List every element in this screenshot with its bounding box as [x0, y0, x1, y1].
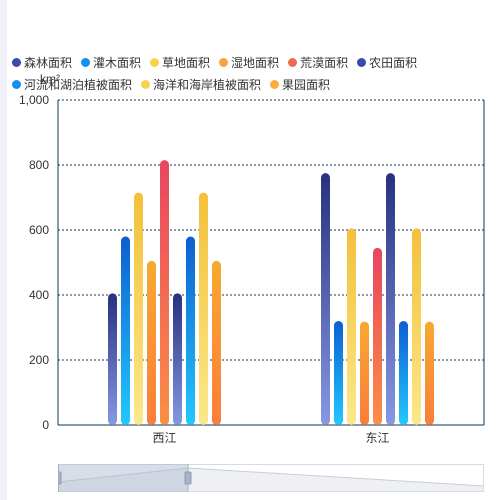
legend-label: 灌木面积 [93, 55, 142, 70]
legend-label: 森林面积 [24, 55, 73, 70]
legend-dot-icon [219, 57, 229, 67]
legend-label: 河流和湖泊植被面积 [24, 77, 133, 92]
grid-lines [58, 99, 484, 361]
legend-item[interactable]: 荒漠面积 [288, 54, 348, 71]
bar[interactable] [321, 173, 330, 425]
zoom-handle-left[interactable] [58, 471, 62, 485]
bar[interactable] [212, 260, 221, 425]
legend-dot-icon [270, 79, 280, 89]
legend-dot-icon [288, 57, 298, 67]
bar[interactable] [199, 192, 208, 425]
bar[interactable] [373, 247, 382, 425]
bar[interactable] [121, 236, 130, 426]
legend-dot-icon [150, 57, 160, 67]
y-tick-label: 400 [29, 288, 49, 302]
zoom-preview-shape [58, 467, 484, 492]
axes [57, 100, 485, 426]
legend-dot-icon [81, 57, 91, 67]
data-zoom-slider[interactable] [58, 464, 484, 492]
bar[interactable] [134, 192, 143, 425]
x-tick-label: 东江 [365, 431, 389, 445]
bar[interactable] [360, 321, 369, 425]
bar[interactable] [147, 260, 156, 425]
legend: 森林面积 灌木面积 草地面积 湿地面积 荒漠面积 农田面积 河流和湖泊植被面积 海洋和海岸植… [12, 52, 492, 96]
legend-item[interactable]: 农田面积 [357, 54, 417, 71]
legend-label: 湿地面积 [231, 55, 280, 70]
bar[interactable] [425, 321, 434, 425]
legend-dot-icon [12, 57, 21, 67]
bars [108, 160, 434, 425]
legend-item[interactable]: 海洋和海岸植被面积 [141, 76, 261, 93]
legend-item[interactable]: 灌木面积 [81, 54, 141, 71]
bar[interactable] [160, 160, 169, 425]
bar[interactable] [334, 321, 343, 425]
y-tick-label: 0 [42, 418, 49, 432]
y-tick-label: 800 [29, 158, 49, 172]
legend-row: 森林面积 灌木面积 草地面积 湿地面积 荒漠面积 农田面积 [12, 52, 492, 72]
x-tick-label: 西江 [152, 431, 176, 445]
left-edge-strip [0, 0, 7, 500]
y-axis-unit: km² [40, 72, 60, 86]
legend-label: 海洋和海岸植被面积 [153, 77, 262, 92]
bar[interactable] [173, 293, 182, 425]
legend-label: 草地面积 [162, 55, 211, 70]
bar[interactable] [386, 173, 395, 425]
legend-label: 荒漠面积 [300, 55, 349, 70]
bar[interactable] [412, 228, 421, 425]
bar[interactable] [108, 293, 117, 425]
y-tick-label: 1,000 [19, 93, 49, 107]
bar[interactable] [347, 228, 356, 425]
y-tick-label: 600 [29, 223, 49, 237]
tick-labels: 0 200 400 600 800 1,000 西江 东江 [19, 93, 390, 445]
zoom-selected-window[interactable] [58, 464, 188, 492]
zoom-handle-right[interactable] [184, 471, 192, 485]
legend-label: 农田面积 [369, 55, 418, 70]
legend-item[interactable]: 河流和湖泊植被面积 [12, 76, 132, 93]
legend-item[interactable]: 果园面积 [270, 76, 330, 93]
bar[interactable] [186, 236, 195, 426]
bar[interactable] [399, 321, 408, 425]
legend-item[interactable]: 湿地面积 [219, 54, 279, 71]
legend-label: 果园面积 [282, 77, 331, 92]
legend-dot-icon [141, 79, 151, 89]
legend-dot-icon [357, 57, 367, 67]
y-tick-label: 200 [29, 353, 49, 367]
legend-row: 河流和湖泊植被面积 海洋和海岸植被面积 果园面积 [12, 74, 492, 94]
legend-item[interactable]: 森林面积 [12, 54, 72, 71]
legend-dot-icon [12, 79, 21, 89]
legend-item[interactable]: 草地面积 [150, 54, 210, 71]
